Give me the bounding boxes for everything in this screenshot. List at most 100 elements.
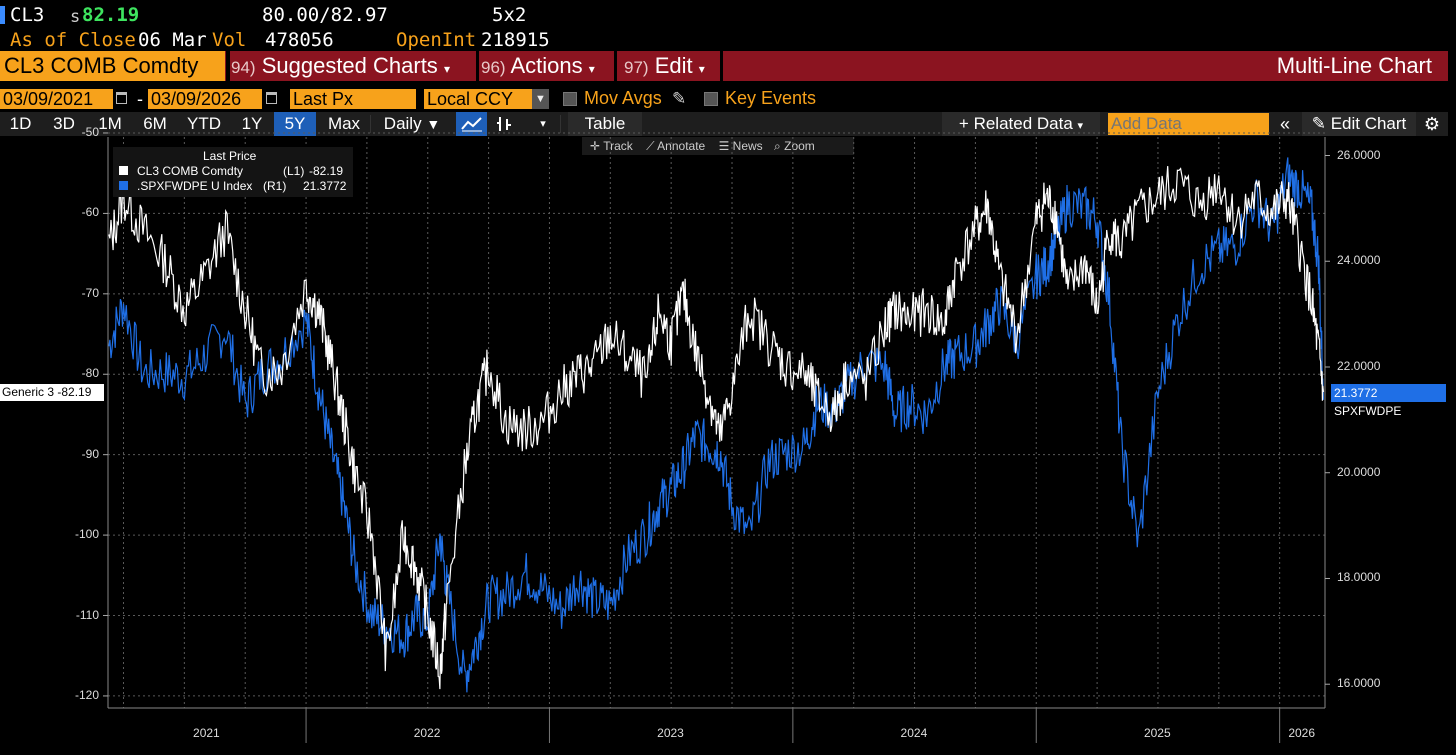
left-tick-label: -50 <box>81 124 99 139</box>
series-spxfwdpe-line <box>108 157 1325 693</box>
range-bar: 1D 3D 1M 6M YTD 1Y 5Y Max Daily ▼ ▾ Tabl… <box>0 112 1448 136</box>
periodicity-select[interactable]: Daily ▼ <box>374 112 450 136</box>
as-of-label: As of Close <box>10 29 136 51</box>
bid-ask-size: 5x2 <box>492 4 527 26</box>
open-interest: 218915 <box>481 29 550 51</box>
legend-series1-name: CL3 COMB Comdty <box>137 164 244 178</box>
range-3d[interactable]: 3D <box>53 114 75 133</box>
as-of-date: 06 Mar <box>138 29 207 51</box>
price-field-select[interactable]: Last Px <box>290 89 416 109</box>
right-tick-label: 24.0000 <box>1337 253 1381 268</box>
legend-box: Last Price CL3 COMB Comdty (L1) -82.19 .… <box>113 147 353 197</box>
currency-select[interactable]: Local CCY <box>424 89 532 109</box>
menu-divider <box>226 51 230 81</box>
range-ytd[interactable]: YTD <box>187 114 221 133</box>
right-tick-label: 20.0000 <box>1337 464 1381 479</box>
edit-menu[interactable]: 97) Edit ▾ <box>624 51 719 81</box>
left-tick-label: -90 <box>81 446 99 461</box>
key-events-label: Key Events <box>725 88 817 108</box>
range-6m[interactable]: 6M <box>143 114 167 133</box>
x-tick-label: 2025 <box>1143 726 1171 740</box>
legend-swatch-series1 <box>119 166 128 175</box>
start-date-field[interactable]: 03/09/2021 <box>0 89 113 109</box>
date-range-dash: - <box>137 89 143 109</box>
legend-series1-axis: (L1) <box>283 164 305 178</box>
legend-series2-name: .SPXFWDPE U Index <box>137 179 253 193</box>
left-tick-label: -100 <box>74 527 99 542</box>
left-tick-label: -80 <box>81 366 99 381</box>
calendar-icon[interactable] <box>116 92 127 104</box>
caret-down-icon: ▼ <box>426 116 441 132</box>
related-data-label: Related Data <box>973 114 1073 133</box>
right-tick-label: 22.0000 <box>1337 358 1381 373</box>
add-data-input[interactable] <box>1108 113 1269 135</box>
annotate-tool[interactable]: Annotate <box>657 139 706 153</box>
chart-style-dropdown[interactable]: ▾ <box>540 118 546 130</box>
right-tick-label: 18.0000 <box>1337 570 1381 585</box>
zoom-tool[interactable]: Zoom <box>784 139 815 153</box>
news-tool[interactable]: News <box>732 139 763 153</box>
chevron-down-icon: ▾ <box>1077 120 1084 132</box>
pencil-icon: ✎ <box>1311 114 1326 133</box>
calendar-icon[interactable] <box>266 92 277 104</box>
edit-chart-button[interactable]: ✎ Edit Chart <box>1302 112 1416 136</box>
related-data-menu[interactable]: + Related Data ▾ <box>942 112 1100 136</box>
left-tick-label: -120 <box>74 687 99 702</box>
edit-num: 97) <box>624 58 649 77</box>
menu-divider <box>614 51 617 81</box>
openint-label: OpenInt <box>396 29 477 51</box>
bar-chart-icon[interactable] <box>490 112 518 136</box>
x-tick-label: 2021 <box>193 726 220 740</box>
left-value-tag: Generic 3 -82.19 <box>0 384 104 401</box>
x-tick-label: 2022 <box>413 726 441 740</box>
annotate-icon: ⟋ <box>646 139 655 153</box>
x-tick-label: 2023 <box>657 726 684 740</box>
line-chart-icon[interactable] <box>456 112 487 136</box>
chart-tools-bar: ✛ Track ⟋ Annotate ☰ News ⌕ Zoom <box>582 137 854 155</box>
command-bar: CL3 COMB Comdty 94) Suggested Charts ▾ 9… <box>0 51 1448 81</box>
legend-series2-axis: (R1) <box>263 179 287 193</box>
legend-series2-value: 21.3772 <box>303 179 347 193</box>
ticker-marker <box>0 6 5 24</box>
range-1d[interactable]: 1D <box>9 114 32 133</box>
chevron-down-icon: ▾ <box>443 62 450 76</box>
legend-swatch-series2 <box>119 181 128 190</box>
left-tick-label: -60 <box>81 205 99 220</box>
currency-dropdown-button[interactable]: ▼ <box>532 89 549 109</box>
periodicity-label: Daily <box>383 114 422 133</box>
security-field[interactable]: CL3 COMB Comdty <box>0 51 225 81</box>
range-5y[interactable]: 5Y <box>274 112 316 136</box>
pencil-icon[interactable]: ✎ <box>672 89 687 108</box>
actions-num: 96) <box>481 58 506 77</box>
vol-label: Vol <box>212 29 247 51</box>
left-tick-label: -110 <box>75 607 99 622</box>
zoom-icon: ⌕ <box>774 139 781 153</box>
table-button[interactable]: Table <box>568 112 642 136</box>
actions-label: Actions <box>510 53 583 78</box>
suggested-charts-menu[interactable]: 94) Suggested Charts ▾ <box>231 51 471 81</box>
range-1m[interactable]: 1M <box>98 114 122 133</box>
x-tick-label: 2024 <box>900 726 928 740</box>
end-date-field[interactable]: 03/09/2026 <box>148 89 262 109</box>
range-1y[interactable]: 1Y <box>241 114 263 133</box>
mov-avgs-checkbox[interactable] <box>563 92 577 106</box>
gear-icon[interactable]: ⚙ <box>1423 114 1441 134</box>
legend-series1-value: -82.19 <box>309 164 344 178</box>
key-events-checkbox[interactable] <box>704 92 718 106</box>
crosshair-icon: ✛ <box>590 139 601 153</box>
range-max[interactable]: Max <box>327 114 361 133</box>
collapse-icon[interactable]: « <box>1279 114 1290 134</box>
news-icon: ☰ <box>718 139 730 153</box>
suggested-num: 94) <box>231 58 256 77</box>
right-tick-label: 26.0000 <box>1337 147 1381 162</box>
actions-menu[interactable]: 96) Actions ▾ <box>481 51 611 81</box>
ticker-symbol: CL3 <box>10 4 45 26</box>
last-price: 82.19 <box>82 4 140 26</box>
track-tool[interactable]: Track <box>603 139 633 153</box>
right-tick-label: 16.0000 <box>1337 676 1381 691</box>
menu-divider <box>720 51 723 81</box>
bid-ask: 80.00/82.97 <box>262 4 388 26</box>
divider <box>560 115 561 133</box>
right-value-tag: 21.3772 SPXFWDPE <box>1331 384 1446 418</box>
chevron-down-icon: ▾ <box>698 62 705 76</box>
